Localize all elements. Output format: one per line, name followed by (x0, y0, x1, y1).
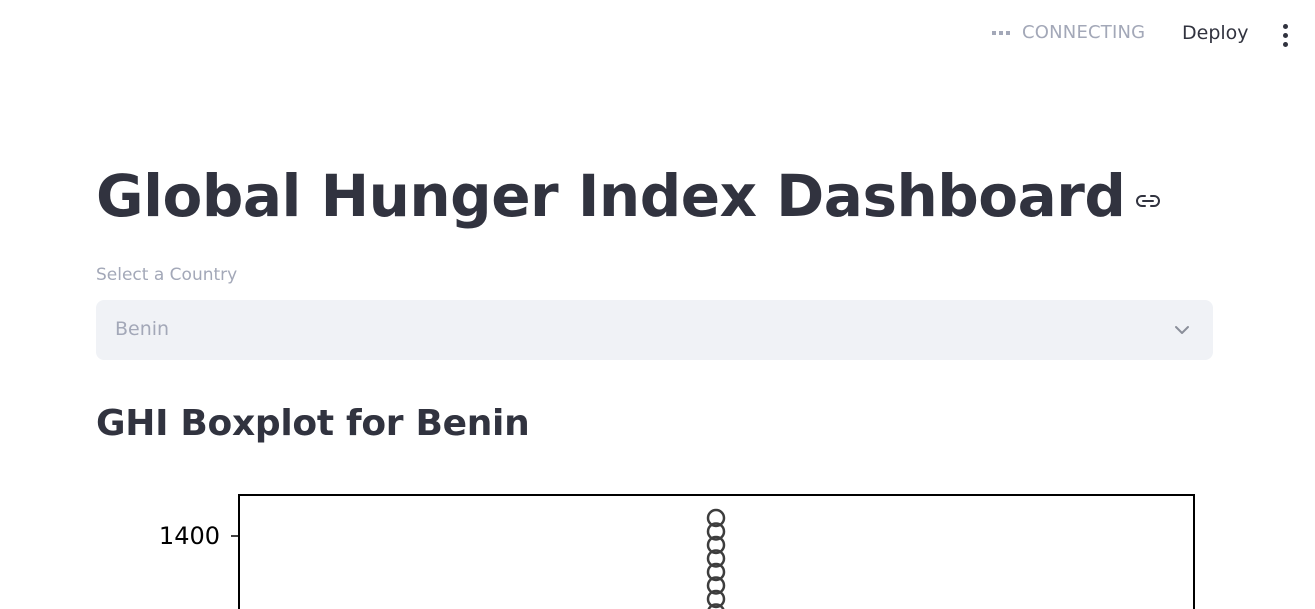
ghi-boxplot: 1400 (159, 494, 1195, 609)
outlier-point (707, 603, 725, 609)
page-title-row: Global Hunger Index Dashboard (96, 162, 1161, 230)
outlier-point (706, 522, 726, 541)
country-select-value: Benin (115, 318, 170, 340)
app-header: CONNECTING Deploy (0, 0, 1315, 70)
y-tick-label: 1400 (159, 522, 220, 550)
outlier-points (706, 508, 726, 609)
outlier-point (706, 508, 726, 528)
outlier-point (706, 535, 726, 555)
chevron-down-icon (1175, 326, 1189, 334)
country-select[interactable]: Benin (96, 300, 1213, 360)
outlier-point (706, 549, 726, 568)
chart-subtitle: GHI Boxplot for Benin (96, 403, 530, 444)
link-icon[interactable] (1135, 192, 1161, 210)
country-select-label: Select a Country (96, 265, 238, 285)
status-text: CONNECTING (1022, 22, 1146, 43)
connecting-icon (992, 30, 1010, 35)
main-menu-icon[interactable] (1274, 22, 1296, 48)
deploy-button[interactable]: Deploy (1182, 22, 1249, 44)
outlier-point (706, 576, 726, 595)
connection-status: CONNECTING (992, 22, 1145, 43)
outlier-point (706, 589, 726, 609)
page-title: Global Hunger Index Dashboard (96, 162, 1126, 230)
plot-frame (238, 494, 1195, 609)
outlier-point (706, 562, 726, 582)
